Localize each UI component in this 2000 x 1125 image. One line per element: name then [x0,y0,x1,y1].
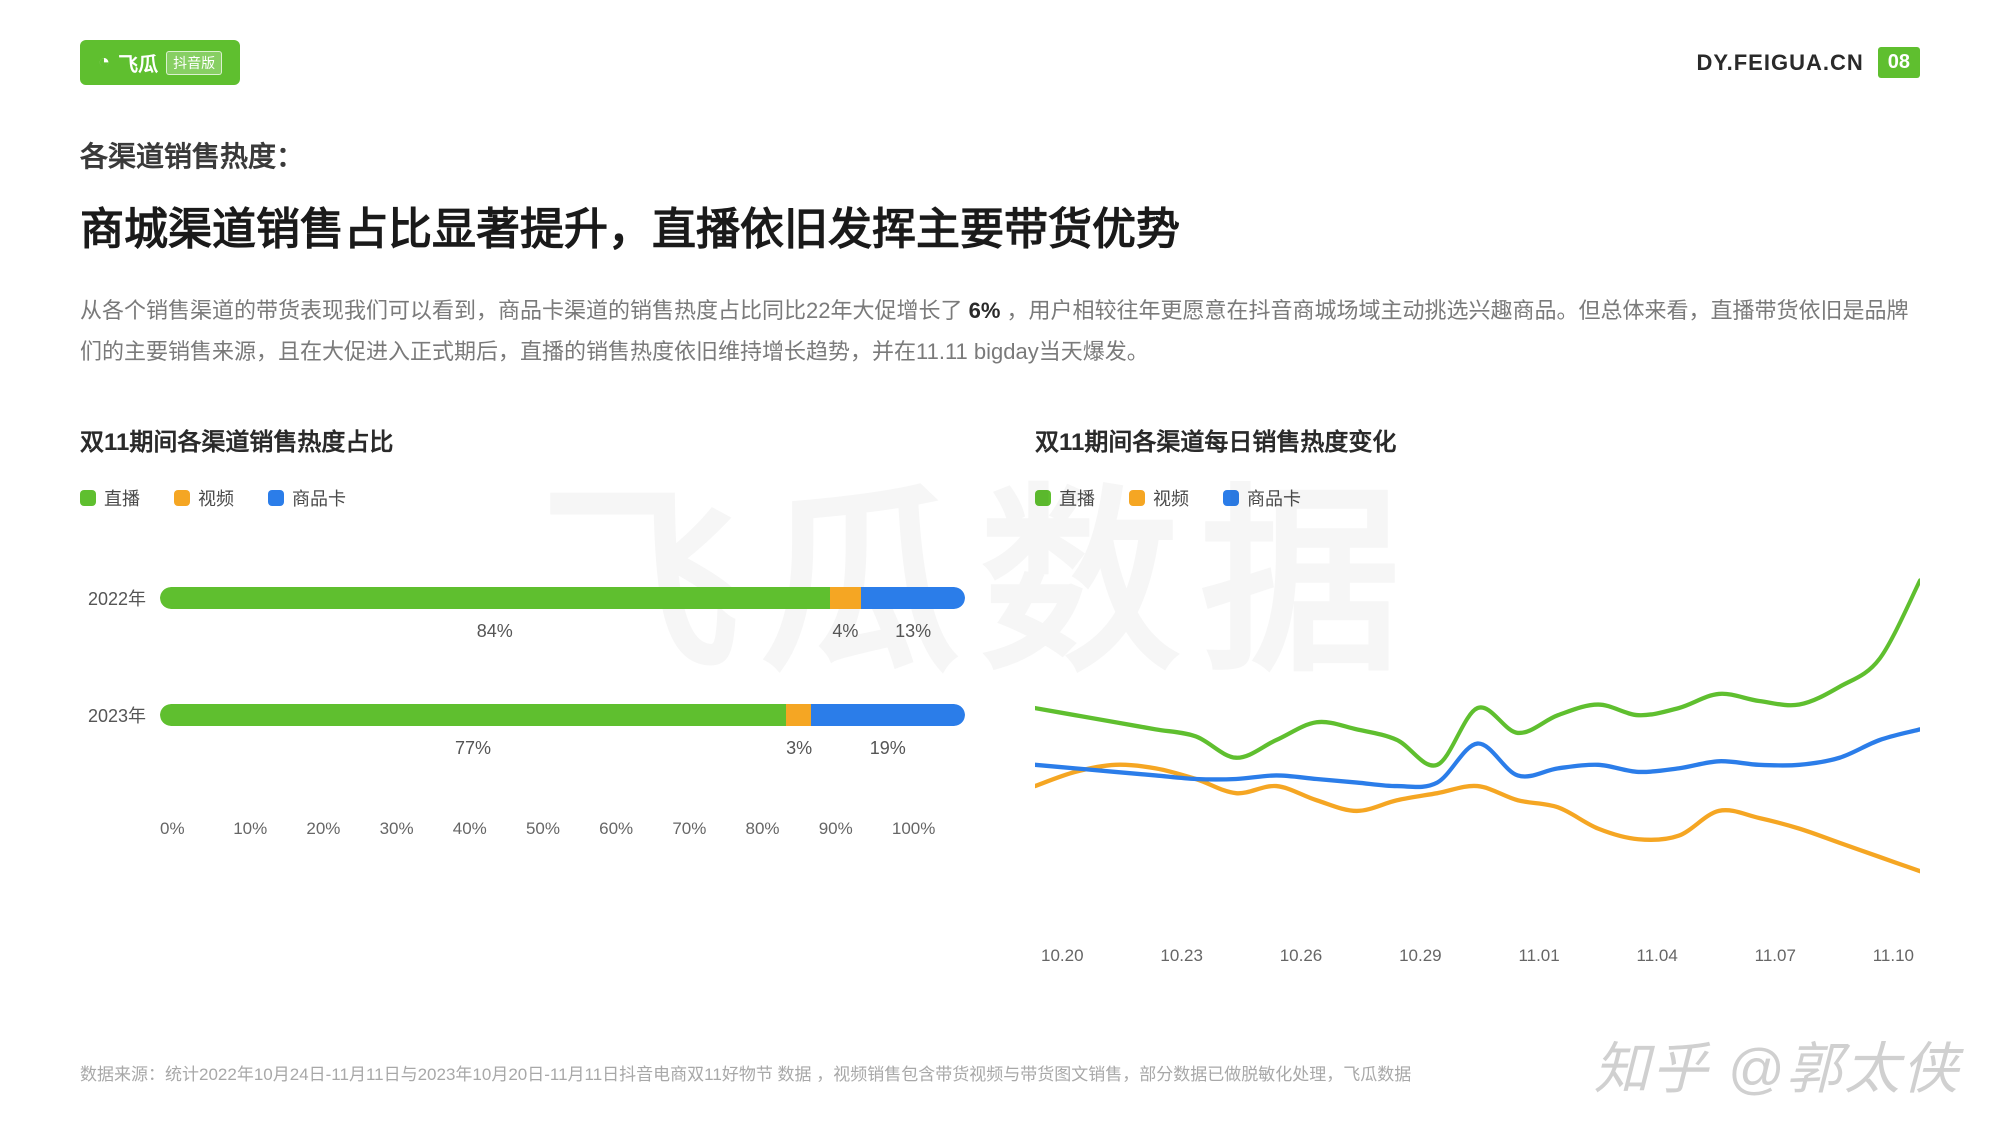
site-url: DY.FEIGUA.CN [1697,50,1864,76]
line-chart-panel: 双11期间各渠道每日销售热度变化 直播 视频 商品卡 10.20 10.23 10.26… [1035,422,1920,966]
bar-row: 2022年 [80,585,965,611]
legend-label: 商品卡 [292,485,346,511]
line-series [1035,730,1920,788]
legend-swatch [268,490,284,506]
bar-category-label: 2023年 [80,702,160,728]
legend-label: 直播 [104,485,140,511]
bar-value-label: 4% [830,621,862,642]
bar-segment [160,587,830,609]
bar-chart-legend: 直播 视频 商品卡 [80,485,965,511]
line-chart-title: 双11期间各渠道每日销售热度变化 [1035,422,1920,457]
footer-source: 数据来源：统计2022年10月24日-11月11日与2023年10月20日-11… [80,1060,1920,1085]
legend-swatch [174,490,190,506]
brand-logo: ◔ 飞瓜 抖音版 [80,40,240,85]
section-subtitle: 各渠道销售热度： [80,135,1920,175]
bar-segment [830,587,862,609]
xaxis-tick: 60% [599,819,672,839]
bar-category-label: 2022年 [80,585,160,611]
bar-value-labels: 77%3%19% [160,738,965,759]
legend-swatch [1223,490,1239,506]
xaxis-tick: 0% [160,819,233,839]
line-chart-legend: 直播 视频 商品卡 [1035,485,1920,511]
page-title: 商城渠道销售占比显著提升，直播依旧发挥主要带货优势 [80,193,1920,257]
bar-segment [786,704,810,726]
legend-label: 商品卡 [1247,485,1301,511]
bar-segment [811,704,965,726]
xaxis-tick: 90% [819,819,892,839]
xaxis-tick: 70% [672,819,745,839]
header-right: DY.FEIGUA.CN 08 [1697,47,1921,78]
xaxis-tick: 30% [380,819,453,839]
bar-chart: 2022年84%4%13% 2023年77%3%19% 0%10%20%30%40%… [80,545,965,935]
legend-item: 视频 [174,485,234,511]
bar-row: 2023年 [80,702,965,728]
xaxis-tick: 20% [306,819,379,839]
bar-value-label: 19% [811,738,965,759]
bar-value-label: 84% [160,621,830,642]
bar-segment [160,704,786,726]
line-series [1035,765,1920,871]
bar-chart-panel: 双11期间各渠道销售热度占比 直播 视频 商品卡 2022年84%4%13% 2023… [80,422,965,966]
line-xaxis-tick: 11.01 [1518,946,1559,966]
xaxis-tick: 40% [453,819,526,839]
description: 从各个销售渠道的带货表现我们可以看到，商品卡渠道的销售热度占比同比22年大促增长… [80,291,1920,372]
line-xaxis-tick: 10.23 [1160,946,1203,966]
xaxis-tick: 80% [746,819,819,839]
bar-value-label: 3% [786,738,810,759]
line-series [1035,581,1920,766]
desc-highlight: 6% [969,298,1001,323]
legend-item: 视频 [1129,485,1189,511]
legend-item: 商品卡 [1223,485,1301,511]
xaxis-tick: 100% [892,819,965,839]
bar-value-label: 77% [160,738,786,759]
legend-swatch [1035,490,1051,506]
legend-item: 直播 [1035,485,1095,511]
legend-label: 视频 [198,485,234,511]
charts-row: 双11期间各渠道销售热度占比 直播 视频 商品卡 2022年84%4%13% 2023… [80,422,1920,966]
bar-chart-xaxis: 0%10%20%30%40%50%60%70%80%90%100% [160,819,965,839]
page-header: ◔ 飞瓜 抖音版 DY.FEIGUA.CN 08 [0,0,2000,85]
legend-label: 直播 [1059,485,1095,511]
bar-value-labels: 84%4%13% [160,621,965,642]
legend-swatch [1129,490,1145,506]
legend-swatch [80,490,96,506]
legend-item: 直播 [80,485,140,511]
xaxis-tick: 10% [233,819,306,839]
line-xaxis-tick: 10.29 [1399,946,1442,966]
line-xaxis-tick: 11.07 [1755,946,1796,966]
line-xaxis-tick: 11.10 [1873,946,1914,966]
legend-label: 视频 [1153,485,1189,511]
logo-subtext: 抖音版 [166,51,222,75]
main-content: 各渠道销售热度： 商城渠道销售占比显著提升，直播依旧发挥主要带货优势 从各个销售… [0,85,2000,966]
line-xaxis-tick: 10.26 [1280,946,1323,966]
desc-before: 从各个销售渠道的带货表现我们可以看到，商品卡渠道的销售热度占比同比22年大促增长… [80,298,969,323]
line-xaxis-tick: 11.04 [1637,946,1678,966]
bar-value-label: 13% [861,621,965,642]
legend-item: 商品卡 [268,485,346,511]
bar-segment [861,587,965,609]
bar-track [160,704,965,726]
bar-track [160,587,965,609]
logo-icon: ◔ [98,51,110,74]
logo-text: 飞瓜 [118,48,158,77]
line-chart [1035,545,1920,935]
page-number: 08 [1878,47,1920,78]
line-xaxis-tick: 10.20 [1041,946,1084,966]
line-chart-xaxis: 10.20 10.23 10.26 10.29 11.01 11.04 11.07 11.10 [1035,940,1920,966]
bar-chart-title: 双11期间各渠道销售热度占比 [80,422,965,457]
xaxis-tick: 50% [526,819,599,839]
